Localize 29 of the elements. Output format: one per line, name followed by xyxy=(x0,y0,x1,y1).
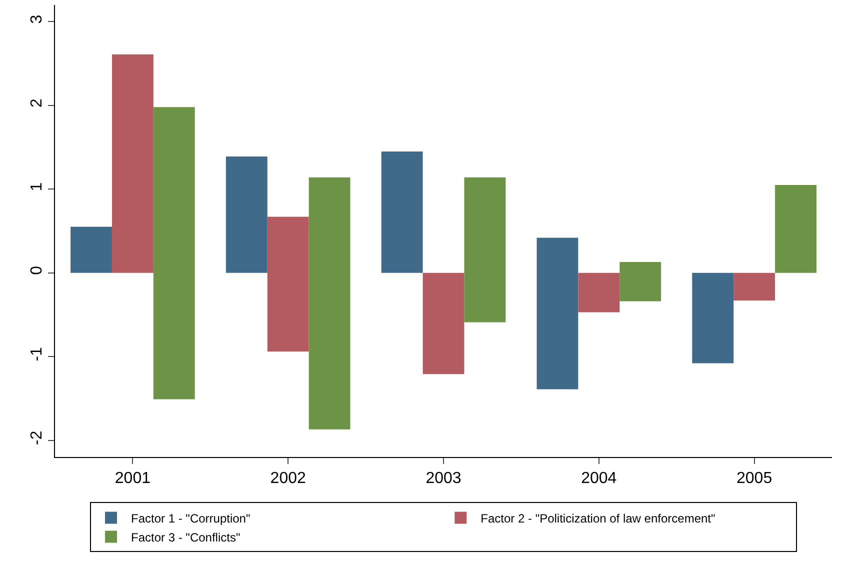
x-tick-label: 2004 xyxy=(581,470,617,488)
bar xyxy=(226,156,268,273)
bar xyxy=(153,107,195,400)
bar xyxy=(464,177,506,322)
bar xyxy=(422,272,464,374)
bar xyxy=(620,262,662,302)
legend-label: Factor 3 - "Conflicts" xyxy=(131,530,240,544)
y-tick-label: 3 xyxy=(28,14,46,24)
bar xyxy=(381,151,423,273)
x-tick-label: 2005 xyxy=(736,470,772,488)
bar xyxy=(112,54,154,273)
bar xyxy=(308,177,350,430)
x-tick-label: 2001 xyxy=(114,470,151,488)
bar xyxy=(267,216,309,352)
y-tick-label: 2 xyxy=(28,98,46,108)
x-tick-label: 2003 xyxy=(426,470,462,488)
y-tick-label: 0 xyxy=(28,266,46,275)
bar xyxy=(70,226,112,273)
bar xyxy=(775,184,816,273)
legend-label: Factor 1 - "Corruption" xyxy=(131,511,250,526)
y-tick-label: -1 xyxy=(28,346,46,362)
bar xyxy=(734,272,776,300)
x-tick-label: 2002 xyxy=(270,470,306,488)
bar xyxy=(578,272,620,312)
y-tick-label: 1 xyxy=(28,182,46,192)
bar xyxy=(692,272,734,364)
legend-label: Factor 2 - "Politicization of law enforcement" xyxy=(480,511,716,526)
y-tick-label: -2 xyxy=(28,430,46,445)
bar xyxy=(536,238,578,390)
